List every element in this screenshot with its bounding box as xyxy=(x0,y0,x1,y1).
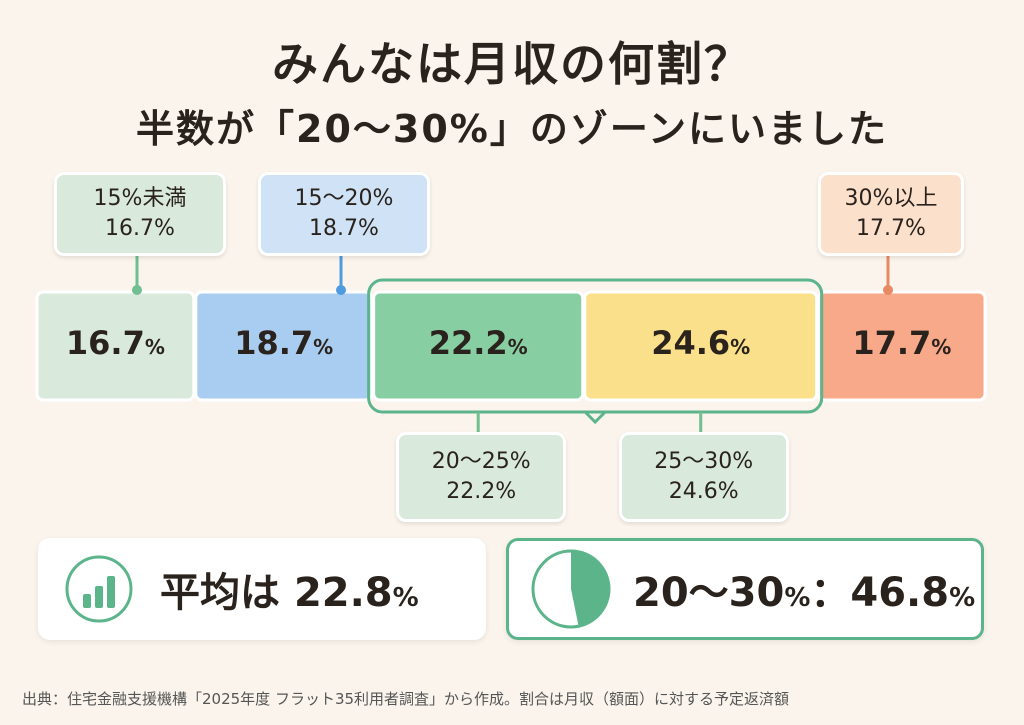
bar-value-label: 16.7% xyxy=(65,324,165,362)
callout-value: 24.6% xyxy=(668,479,739,504)
callout-value: 16.7% xyxy=(105,216,175,241)
pie-chart-icon xyxy=(531,549,611,629)
callout-dot xyxy=(132,285,142,295)
bar-segment xyxy=(583,290,819,402)
chart-title: みんなは月収の何割？ xyxy=(272,37,752,91)
bar-value-label: 24.6% xyxy=(651,324,751,362)
callout-category: 30%以上 xyxy=(844,186,938,211)
bracket-tip xyxy=(584,410,607,425)
highlight-group-outline xyxy=(367,278,824,414)
bar-segment xyxy=(35,290,196,402)
category-callout: 15〜20% 18.7% xyxy=(258,172,430,256)
bar-value-label: 18.7% xyxy=(234,324,334,362)
zone-share-value: 46.8 xyxy=(850,570,950,616)
category-callout: 20〜25% 22.2% xyxy=(396,432,567,522)
average-text: 平均は 22.8% xyxy=(160,570,419,616)
bar-value-label: 22.2% xyxy=(428,324,528,362)
chart-subtitle: 半数が「20〜30%」のゾーンにいました xyxy=(136,107,888,151)
average-value: 22.8 xyxy=(293,570,393,616)
callout-dot xyxy=(336,285,346,295)
source-footnote: 出典：住宅金融支援機構「2025年度 フラット35利用者調査」から作成。割合は月… xyxy=(22,690,790,708)
bar-value-label: 17.7% xyxy=(852,324,952,362)
bar-segment xyxy=(817,290,987,402)
bar-chart-icon xyxy=(65,555,133,623)
callout-value: 22.2% xyxy=(446,479,517,504)
callout-value: 18.7% xyxy=(309,216,379,241)
callout-dot xyxy=(883,285,893,295)
category-callout: 30%以上 17.7% xyxy=(818,172,964,256)
callout-category: 20〜25% xyxy=(431,449,531,474)
zone-share-text: 20〜30%：46.8% xyxy=(633,570,976,616)
category-callout: 15%未満 16.7% xyxy=(54,172,226,256)
callout-category: 15%未満 xyxy=(93,186,187,211)
average-card: 平均は 22.8% xyxy=(38,538,486,640)
zone-share-slice xyxy=(571,551,609,627)
zone-share-card: 20〜30%：46.8% xyxy=(506,538,984,640)
callout-category: 15〜20% xyxy=(294,186,394,211)
bar-segment xyxy=(372,290,585,402)
callout-category: 25〜30% xyxy=(654,449,754,474)
callout-value: 17.7% xyxy=(856,216,926,241)
category-callout: 25〜30% 24.6% xyxy=(618,432,789,522)
bar-segment xyxy=(194,290,374,402)
